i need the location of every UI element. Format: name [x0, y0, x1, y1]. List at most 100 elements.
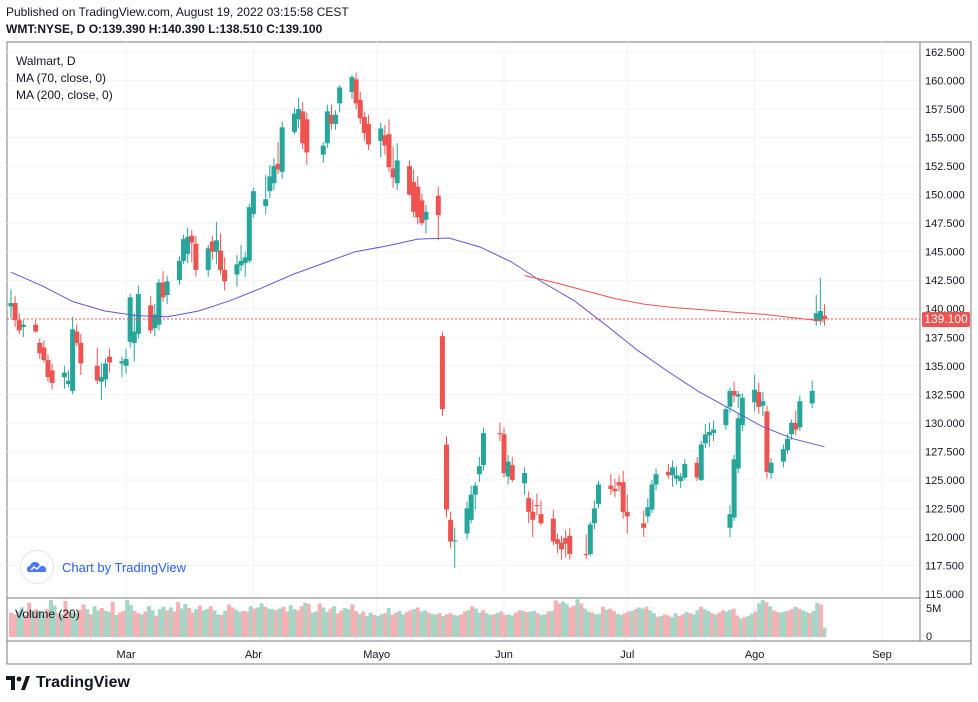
volume-bar [433, 614, 438, 637]
candle-body [131, 331, 137, 343]
candle-body [394, 160, 400, 184]
candle-body [209, 241, 215, 252]
candle [797, 395, 803, 431]
volume-bar [677, 616, 682, 637]
volume-bar [709, 613, 714, 637]
candle [411, 169, 417, 218]
candle [353, 72, 359, 110]
candle [731, 454, 737, 521]
y-tick-label: 162.500 [925, 47, 965, 59]
volume-bar [99, 608, 104, 637]
legend-ma70[interactable]: MA (70, close, 0) [16, 71, 107, 85]
y-tick-label: 125.000 [925, 475, 965, 487]
candle-body [135, 293, 141, 334]
volume-bar [768, 606, 773, 637]
footer-logo[interactable]: TradingView [6, 674, 130, 692]
volume-bar [473, 608, 478, 637]
volume-bar [219, 614, 224, 637]
candle [66, 370, 72, 388]
candle [386, 119, 392, 172]
candle [444, 436, 449, 518]
moving-averages [7, 237, 920, 448]
candle [394, 143, 400, 191]
candle-body [448, 519, 454, 542]
candle-body [760, 401, 766, 406]
volume-bar [194, 609, 199, 637]
watermark-text[interactable]: Chart by TradingView [62, 559, 187, 575]
volume-bar [48, 599, 53, 637]
volume-bar [571, 605, 576, 637]
volume-bar [368, 612, 373, 637]
candle [472, 482, 478, 510]
candles [8, 72, 827, 568]
volume-bar [197, 605, 202, 637]
candle-body [234, 264, 240, 275]
candle [41, 340, 47, 363]
volume-bar [619, 614, 624, 637]
candle [419, 193, 425, 226]
volume-bar [85, 609, 90, 637]
volume-bar [731, 608, 736, 637]
close-label: C: [266, 22, 279, 36]
candle-body [620, 482, 626, 512]
candle-body [12, 303, 18, 321]
candle [567, 527, 573, 560]
candle-body [337, 87, 343, 104]
volume-bar [419, 611, 424, 637]
candle-body [267, 176, 273, 192]
volume-bar [361, 611, 366, 637]
candle [337, 85, 343, 113]
candle [45, 354, 51, 382]
candle [361, 111, 367, 142]
last-price-badge: 139.100 [922, 312, 970, 327]
candle [785, 434, 791, 454]
candle-body [66, 380, 72, 385]
volume-bar [263, 606, 268, 637]
candle [682, 459, 688, 480]
candle-body [411, 182, 417, 212]
watermark[interactable]: Chart by TradingView [20, 550, 186, 584]
candle [476, 457, 482, 483]
candle-body [476, 466, 482, 475]
candle-body [119, 361, 125, 364]
candle-body [320, 145, 326, 155]
volume-bar [397, 610, 402, 637]
volume-bar [281, 606, 286, 637]
volume-bar [237, 612, 242, 637]
volume-bar [179, 608, 184, 637]
volume-bar [357, 613, 362, 637]
candle-body [735, 394, 741, 397]
y-tick-label: 152.500 [925, 161, 965, 173]
volume-bar [165, 610, 170, 637]
candle [669, 460, 675, 487]
volume-bar [699, 606, 704, 637]
candle [530, 499, 536, 537]
volume-bar [114, 614, 119, 637]
candle-body [530, 511, 536, 520]
volume-bar [778, 612, 783, 637]
candle [156, 279, 162, 331]
legend-ma200[interactable]: MA (200, close, 0) [16, 88, 113, 102]
candle-body [554, 539, 560, 544]
candle-body [817, 311, 823, 321]
candle [181, 234, 187, 265]
candle [756, 382, 762, 414]
candle-body [727, 514, 733, 528]
candle-body [353, 79, 359, 104]
candle [33, 320, 39, 333]
volume-bar [27, 602, 32, 637]
volume-bar [103, 610, 108, 637]
volume-bar [462, 611, 467, 637]
candle-body [731, 459, 737, 518]
volume-bar [666, 615, 671, 637]
candle [160, 271, 166, 302]
candle-body [435, 195, 441, 216]
volume-bar [495, 612, 500, 637]
candle [694, 457, 700, 482]
candle [468, 485, 474, 524]
volume-bar [626, 611, 631, 637]
candle-body [361, 117, 367, 134]
candle-body [612, 489, 618, 492]
volume-bar [346, 609, 351, 637]
